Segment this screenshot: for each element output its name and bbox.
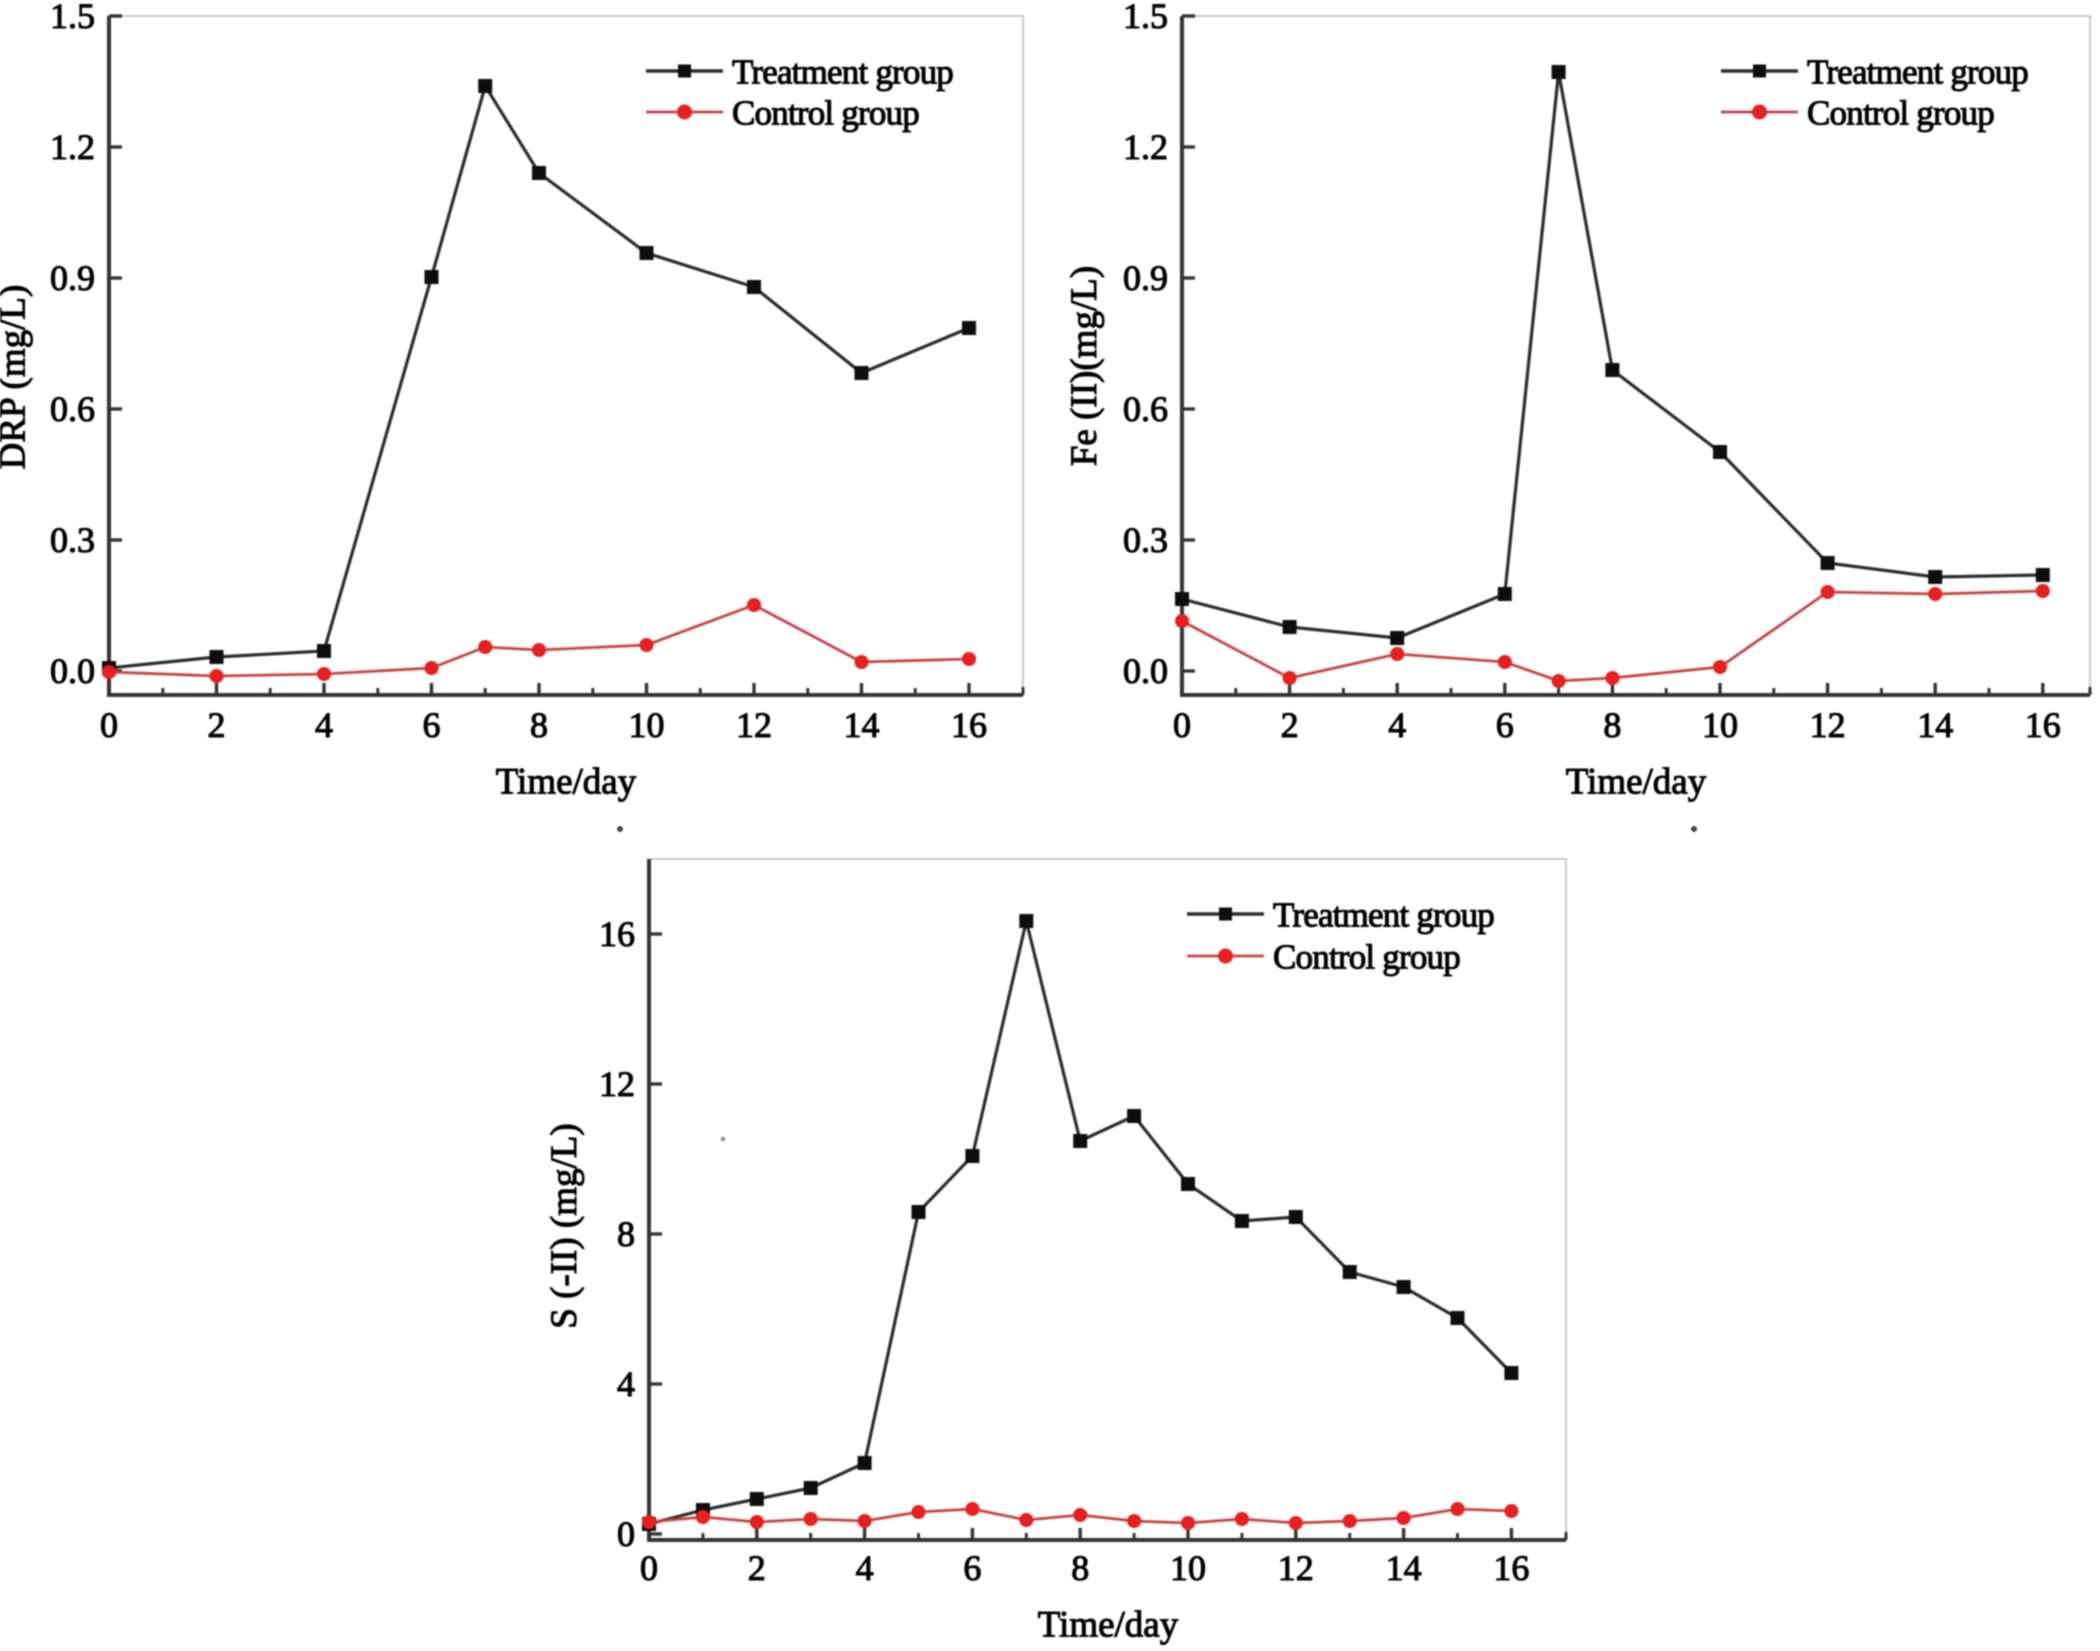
svg-text:1.5: 1.5: [1123, 0, 1168, 36]
svg-text:12: 12: [599, 1064, 635, 1104]
svg-text:0.9: 0.9: [50, 258, 95, 298]
svg-text:14: 14: [1917, 705, 1953, 745]
svg-text:16: 16: [2025, 705, 2061, 745]
svg-text:12: 12: [736, 705, 772, 745]
svg-text:16: 16: [599, 914, 635, 954]
svg-text:12: 12: [1810, 705, 1846, 745]
svg-text:6: 6: [963, 1548, 981, 1588]
svg-text:DRP (mg/L): DRP (mg/L): [0, 285, 34, 470]
svg-text:2: 2: [748, 1548, 766, 1588]
svg-text:Treatment group: Treatment group: [1273, 896, 1494, 935]
svg-text:Time/day: Time/day: [1566, 762, 1707, 803]
svg-text:Time/day: Time/day: [1038, 1605, 1179, 1646]
svg-text:0: 0: [640, 1548, 658, 1588]
svg-text:10: 10: [1170, 1548, 1206, 1588]
svg-text:Control group: Control group: [1807, 94, 1994, 133]
svg-text:6: 6: [423, 705, 441, 745]
svg-text:6: 6: [1496, 705, 1514, 745]
svg-text:0.0: 0.0: [50, 651, 95, 691]
svg-text:Fe (II)(mg/L): Fe (II)(mg/L): [1064, 266, 1105, 466]
svg-text:8: 8: [530, 705, 548, 745]
svg-text:0.3: 0.3: [1123, 520, 1168, 560]
svg-text:10: 10: [629, 705, 665, 745]
svg-text:Control group: Control group: [1273, 938, 1460, 977]
svg-text:2: 2: [208, 705, 226, 745]
svg-text:0.0: 0.0: [1123, 651, 1168, 691]
svg-text:0.6: 0.6: [1123, 389, 1168, 429]
svg-text:8: 8: [1603, 705, 1621, 745]
svg-text:16: 16: [951, 705, 987, 745]
svg-text:Time/day: Time/day: [496, 762, 637, 803]
svg-text:0: 0: [100, 705, 118, 745]
svg-text:4: 4: [1388, 705, 1406, 745]
svg-text:1.5: 1.5: [50, 0, 95, 36]
svg-text:4: 4: [617, 1364, 635, 1404]
svg-text:14: 14: [844, 705, 880, 745]
svg-text:Treatment group: Treatment group: [732, 53, 953, 92]
svg-text:14: 14: [1386, 1548, 1422, 1588]
svg-text:1.2: 1.2: [1123, 127, 1168, 167]
svg-text:8: 8: [1071, 1548, 1089, 1588]
svg-text:0: 0: [617, 1514, 635, 1554]
svg-text:S (-II) (mg/L): S (-II) (mg/L): [544, 1123, 585, 1329]
svg-text:1.2: 1.2: [50, 127, 95, 167]
svg-text:12: 12: [1278, 1548, 1314, 1588]
svg-text:4: 4: [315, 705, 333, 745]
svg-text:16: 16: [1493, 1548, 1529, 1588]
svg-text:10: 10: [1702, 705, 1738, 745]
svg-text:Control group: Control group: [732, 94, 919, 133]
svg-text:0.3: 0.3: [50, 520, 95, 560]
svg-text:8: 8: [617, 1214, 635, 1254]
svg-text:0.6: 0.6: [50, 389, 95, 429]
svg-text:0: 0: [1173, 705, 1191, 745]
svg-text:4: 4: [856, 1548, 874, 1588]
svg-text:0.9: 0.9: [1123, 258, 1168, 298]
svg-text:2: 2: [1281, 705, 1299, 745]
svg-text:Treatment group: Treatment group: [1807, 53, 2028, 92]
